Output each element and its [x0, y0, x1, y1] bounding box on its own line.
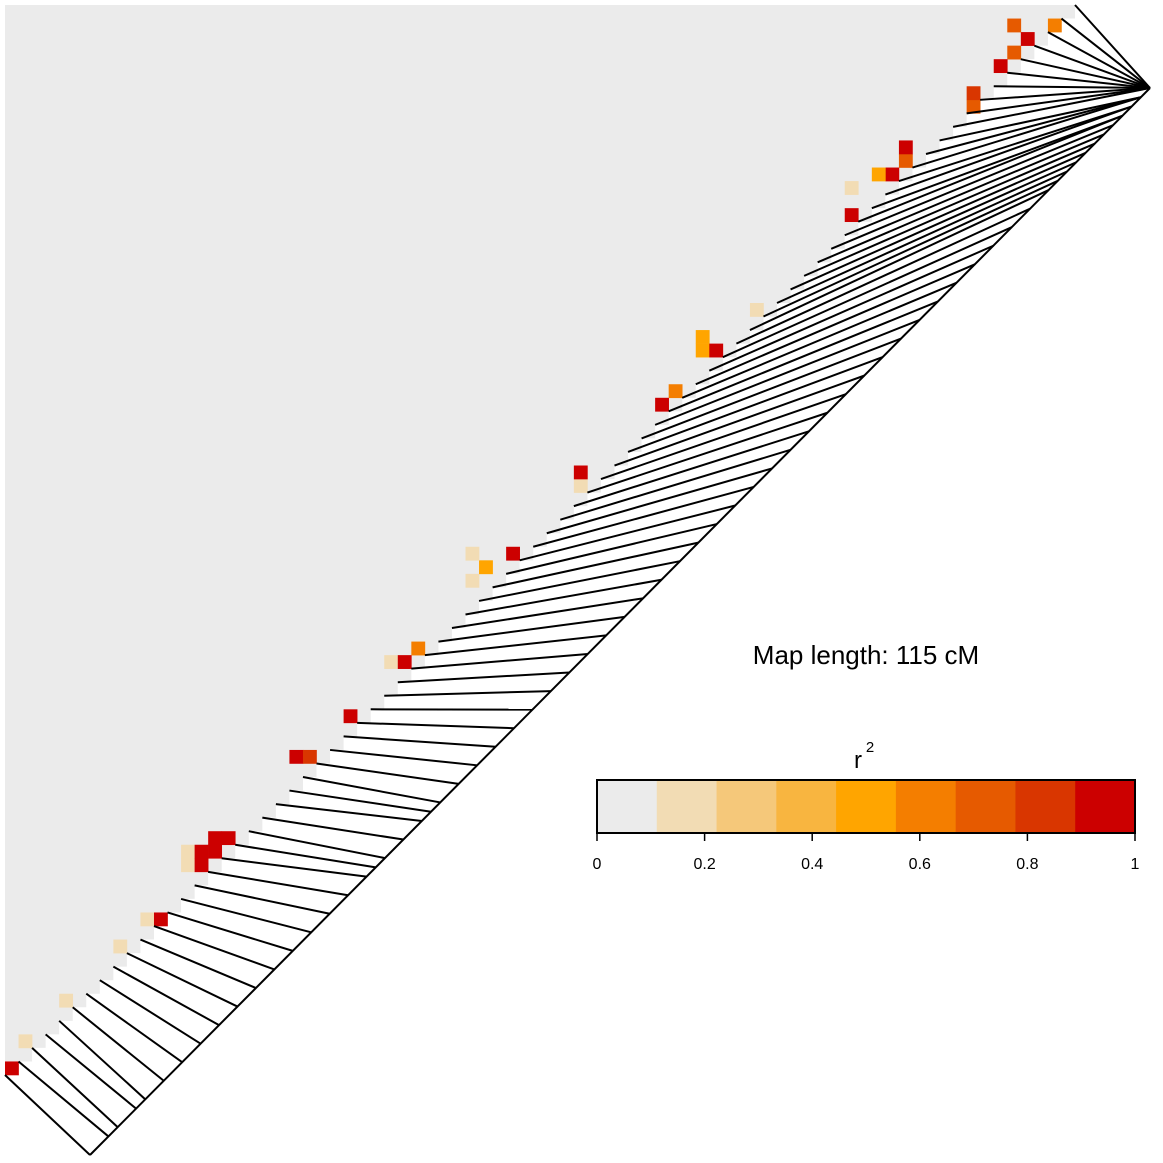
legend-swatch	[836, 780, 896, 833]
marker-link	[357, 723, 514, 728]
legend-swatch	[717, 780, 777, 833]
ld-cell	[59, 994, 73, 1008]
marker-link	[32, 1048, 118, 1127]
marker-link	[398, 673, 570, 683]
legend-tick-label: 0.2	[693, 856, 715, 873]
ld-cell	[222, 831, 236, 845]
ld-cell	[1048, 19, 1062, 33]
ld-cell	[1007, 46, 1021, 60]
ld-cell	[466, 574, 480, 588]
ld-cell	[872, 168, 886, 182]
legend-swatch	[597, 780, 657, 833]
legend-tick-label: 0.6	[909, 856, 931, 873]
ld-cell	[384, 655, 398, 669]
ld-cell	[899, 154, 913, 168]
legend-tick-label: 1	[1131, 856, 1140, 873]
ld-cell	[208, 845, 222, 859]
marker-link	[168, 912, 293, 950]
ld-cell	[5, 1061, 19, 1075]
ld-cell	[466, 547, 480, 561]
legend-title-sup: 2	[866, 739, 874, 756]
marker-link	[154, 926, 274, 969]
marker-link	[438, 617, 624, 642]
marker-link	[425, 635, 606, 655]
marker-link	[222, 858, 367, 876]
legend-swatch	[1075, 780, 1135, 833]
marker-link	[452, 598, 643, 628]
ld-cell	[195, 858, 209, 872]
marker-link	[181, 899, 311, 932]
legend-tick-label: 0	[593, 856, 602, 873]
ld-cell	[845, 181, 859, 195]
legend-swatch	[956, 780, 1016, 833]
ld-cell	[19, 1034, 33, 1048]
marker-link	[303, 777, 440, 802]
ld-cell	[669, 384, 683, 398]
marker-link	[73, 1007, 164, 1080]
marker-link	[411, 654, 587, 669]
ld-cell	[140, 912, 154, 926]
ld-cell	[398, 655, 412, 669]
marker-link	[317, 763, 459, 783]
ld-cell	[574, 466, 588, 480]
legend-swatch	[1015, 780, 1075, 833]
ld-cell	[181, 858, 195, 872]
legend-tick-label: 0.4	[801, 856, 823, 873]
marker-link	[994, 86, 1150, 88]
marker-link	[46, 1034, 136, 1108]
ld-cell	[289, 750, 303, 764]
legend-swatch	[657, 780, 717, 833]
marker-link	[344, 736, 496, 746]
marker-link	[127, 953, 238, 1006]
legend-swatch	[776, 780, 836, 833]
marker-link	[19, 1061, 109, 1136]
legend-swatch	[896, 780, 956, 833]
marker-link	[262, 818, 403, 840]
heatmap: 0 0.2 0.4 0.6 0.8 1	[5, 5, 1150, 1155]
marker-link	[140, 940, 255, 988]
ld-cell	[885, 168, 899, 182]
ld-cell	[1007, 19, 1021, 33]
ld-cell	[154, 912, 168, 926]
ld-cell	[113, 940, 127, 954]
ld-cell	[696, 344, 710, 358]
marker-link	[113, 967, 219, 1025]
ld-cell	[655, 398, 669, 412]
ld-cell	[303, 750, 317, 764]
legend-tick-label: 0.8	[1016, 856, 1038, 873]
ld-cell	[181, 845, 195, 859]
ld-cell	[344, 709, 358, 723]
ld-cell	[195, 845, 209, 859]
ld-cell	[994, 59, 1008, 73]
map-length: Map length: 115 cM	[753, 640, 979, 670]
ld-cell	[208, 831, 222, 845]
marker-link	[330, 750, 477, 765]
legend-title: r	[854, 747, 862, 774]
ld-cell	[709, 344, 723, 358]
ld-cell	[750, 303, 764, 317]
marker-link	[100, 980, 201, 1043]
marker-link	[1075, 5, 1150, 88]
ld-cell	[1021, 32, 1035, 46]
marker-link	[249, 831, 385, 858]
ld-cell	[574, 479, 588, 493]
ld-cell	[479, 560, 493, 574]
marker-link	[384, 691, 551, 696]
marker-link	[235, 845, 375, 868]
marker-link	[86, 994, 182, 1062]
marker-link	[5, 1075, 90, 1155]
marker-link	[59, 1021, 145, 1100]
ld-cell	[845, 208, 859, 222]
ld-cell	[506, 547, 520, 561]
ld-cell	[899, 140, 913, 154]
ld-cell	[411, 642, 425, 656]
ld-cell	[967, 86, 981, 100]
ld-cell	[696, 330, 710, 344]
